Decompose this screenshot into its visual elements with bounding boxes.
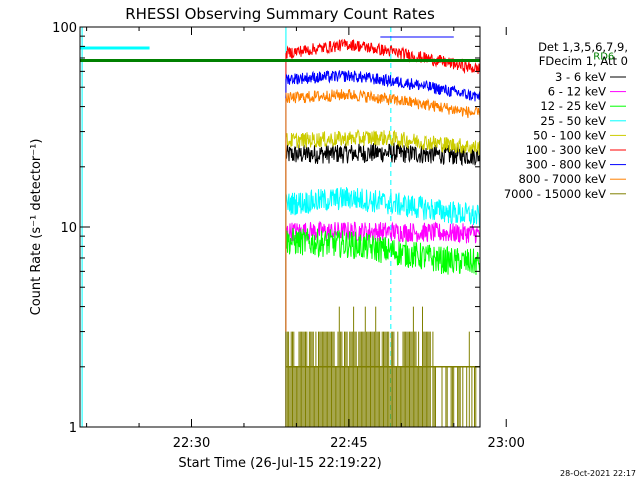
x-tick-label: 22:45 [330,436,367,451]
legend-entry-label: 6 - 12 keV [548,85,606,99]
series-7000-15000keV [285,306,480,427]
plot-foreground [80,58,480,62]
y-tick-label: 100 [52,21,77,36]
series-mark-olive-spikes [285,306,480,427]
plot-series [285,38,480,427]
series-mark-line [285,128,480,156]
x-axis-label: Start Time (26-Jul-15 22:19:22) [178,456,381,471]
legend-header-line: FDecim 1, Att 0 [539,54,628,68]
y-tick-label: 10 [60,221,77,236]
legend-entry-label: 800 - 7000 keV [518,172,606,186]
chart-title: RHESSI Observing Summary Count Rates [125,5,435,23]
legend-entry-label: 50 - 100 keV [533,128,606,142]
legend-entry-label: 25 - 50 keV [540,114,606,128]
legend-header-line: Det 1,3,5,6,7,9, [538,40,628,54]
x-tick-label: 23:00 [487,436,524,451]
legend-entry-label: 7000 - 15000 keV [504,187,606,201]
x-tick-label: 22:30 [173,436,210,451]
legend-entry-label: 12 - 25 keV [540,99,606,113]
series-mark-line [285,187,480,227]
series-mark-line [285,227,480,275]
y-tick-label: 1 [69,421,77,436]
series-mark-line [285,88,480,120]
y-axis-label: Count Rate (s⁻¹ detector⁻¹) [29,139,44,316]
annotation-rd6: RD6 [593,51,614,62]
legend-entry-label: 100 - 300 keV [526,143,606,157]
series-mark-line [285,38,480,75]
series-mark-line [285,69,480,102]
legend-entry-label: 300 - 800 keV [526,158,606,172]
series-mark-line [285,142,480,167]
legend: Det 1,3,5,6,7,9,FDecim 1, Att 0 3 - 6 keV… [504,40,628,201]
legend-entry-label: 3 - 6 keV [555,70,606,84]
annotations: RD6LPES [593,51,614,62]
footer-timestamp: 28-Oct-2021 22:17 [560,469,636,478]
